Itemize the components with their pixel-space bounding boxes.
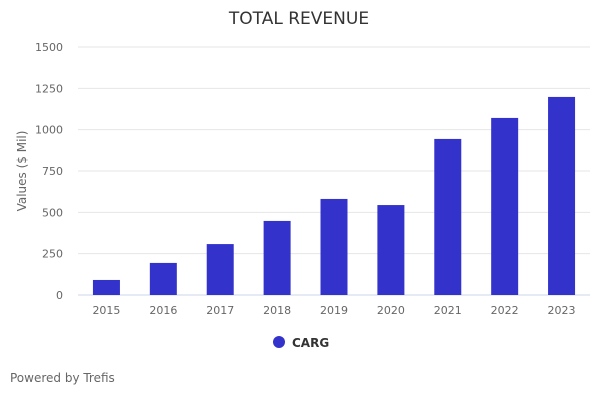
x-tick-label: 2023: [548, 304, 576, 317]
x-tick-label: 2018: [263, 304, 291, 317]
y-tick-label: 1250: [35, 82, 63, 95]
y-tick-label: 500: [42, 206, 63, 219]
credit-text: Powered by Trefis: [10, 371, 115, 385]
y-tick-label: 250: [42, 248, 63, 261]
bar-2016: [149, 262, 177, 295]
bar-2018: [263, 220, 291, 295]
x-tick-label: 2019: [320, 304, 348, 317]
bar-2015: [92, 279, 120, 295]
bar-2021: [434, 138, 462, 295]
legend[interactable]: CARG: [273, 336, 329, 350]
bar-2023: [548, 96, 576, 295]
bar-2019: [320, 198, 348, 295]
bar-2017: [206, 244, 234, 295]
chart-title: TOTAL REVENUE: [228, 9, 369, 29]
x-tick-label: 2016: [149, 304, 177, 317]
bar-2022: [491, 117, 519, 295]
legend-marker: [273, 336, 285, 348]
y-tick-label: 0: [56, 289, 63, 302]
x-tick-label: 2015: [92, 304, 120, 317]
legend-label[interactable]: CARG: [292, 336, 329, 350]
x-tick-label: 2022: [491, 304, 519, 317]
x-tick-label: 2021: [434, 304, 462, 317]
bar-2020: [377, 205, 405, 295]
x-tick-label: 2017: [206, 304, 234, 317]
y-tick-label: 750: [42, 165, 63, 178]
y-tick-label: 1000: [35, 124, 63, 137]
y-tick-label: 1500: [35, 41, 63, 54]
x-tick-label: 2020: [377, 304, 405, 317]
y-axis-label: Values ($ Mil): [15, 131, 29, 212]
